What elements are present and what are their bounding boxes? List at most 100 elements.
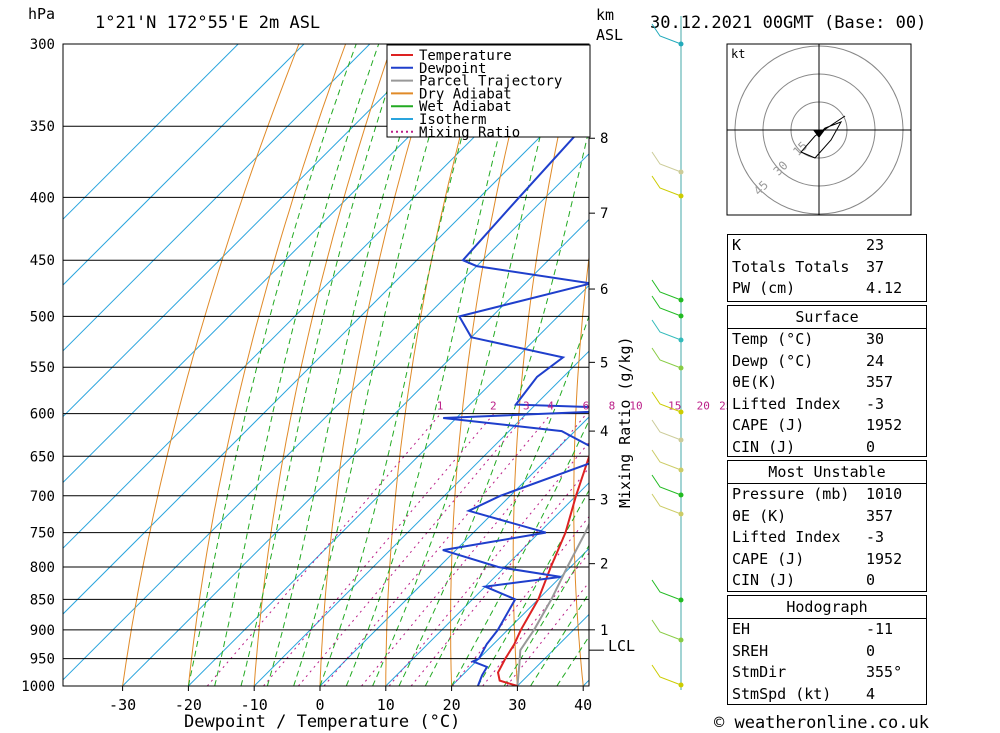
- mu-cape-value: 1952: [866, 549, 903, 568]
- wet-adiabat-line: [266, 44, 429, 686]
- pressure-tick-label: 1000: [21, 679, 55, 695]
- temp-tick-label: 40: [574, 696, 592, 714]
- dry-adiabat-line: [122, 44, 300, 686]
- stmdir-label: StmDir: [732, 663, 787, 681]
- mixing-ratio-line: [452, 515, 589, 686]
- km-tick-label: 1: [600, 623, 608, 639]
- temp-tick-label: -10: [241, 696, 268, 714]
- mixing-ratio-label: 3: [523, 400, 530, 413]
- mixing-ratio-line: [323, 413, 552, 686]
- most-unstable-table: Most Unstable Pressure (mb) 1010 θE (K) 35…: [727, 460, 927, 592]
- km-tick-label: 7: [600, 206, 608, 222]
- isotherm-line: [385, 482, 589, 686]
- surface-dewp-label: Dewp (°C): [732, 351, 814, 370]
- surface-li-label: Lifted Index: [732, 394, 841, 413]
- surface-table: Surface Temp (°C) 30 Dewp (°C) 24 θE(K) 357…: [727, 305, 927, 457]
- lcl-label: LCL: [608, 637, 635, 655]
- isotherm-line: [451, 547, 589, 686]
- wind-barb: [651, 151, 682, 173]
- isotherm-line: [319, 416, 589, 686]
- wet-adiabat-line: [451, 419, 589, 686]
- isotherm-line: [122, 218, 589, 686]
- mixing-ratio-label: 6: [583, 400, 590, 413]
- pw-label: PW (cm): [732, 279, 796, 297]
- legend-label: Parcel Trajectory: [419, 74, 562, 90]
- temp-tick-label: 10: [377, 696, 395, 714]
- wind-barb: [651, 474, 682, 496]
- isotherm-line: [63, 44, 371, 352]
- mu-li-value: -3: [866, 528, 885, 546]
- isotherm-line: [63, 44, 436, 418]
- legend-label: Isotherm: [419, 112, 486, 128]
- wind-barb: [651, 449, 682, 471]
- wind-barb-column: [651, 16, 684, 690]
- mu-li-label: Lifted Index: [732, 528, 841, 546]
- legend-label: Temperature: [419, 48, 512, 64]
- wet-adiabat-line: [319, 44, 489, 686]
- pressure-tick-label: 750: [30, 526, 55, 542]
- temperature-line: [496, 453, 589, 686]
- wet-adiabat-line: [187, 44, 357, 686]
- wind-barb: [651, 664, 682, 686]
- hodograph-unit: kt: [731, 47, 745, 61]
- pressure-tick-label: 950: [30, 652, 55, 668]
- k-label: K: [732, 236, 742, 254]
- mu-cin-value: 0: [866, 571, 876, 589]
- indices-table: K 23 Totals Totals 37 PW (cm) 4.12: [727, 234, 927, 302]
- pressure-tick-label: 900: [30, 623, 55, 639]
- plot-frame: [62, 43, 590, 687]
- pressure-tick-label: 600: [30, 407, 55, 423]
- sreh-label: SREH: [732, 641, 769, 660]
- eh-label: EH: [732, 620, 751, 638]
- wind-barb: [651, 295, 682, 317]
- most-unstable-title: Most Unstable: [728, 461, 926, 484]
- pressure-tick-label: 550: [30, 360, 55, 376]
- location-title: 1°21'N 172°55'E 2m ASL: [95, 13, 320, 33]
- dry-adiabat-line: [689, 44, 719, 686]
- km-unit: km: [596, 6, 614, 24]
- dry-adiabat-line: [512, 44, 580, 686]
- mu-thetae-value: 357: [866, 506, 894, 525]
- surface-li-value: -3: [866, 394, 885, 413]
- dry-adiabat-line: [632, 44, 672, 686]
- wind-barb: [651, 175, 682, 197]
- wind-barb: [651, 319, 682, 341]
- surface-temp-label: Temp (°C): [732, 330, 814, 348]
- wind-barb: [651, 493, 682, 515]
- mu-pressure-value: 1010: [866, 485, 903, 503]
- credit-text: © weatheronline.co.uk: [714, 713, 929, 733]
- dry-adiabat-line: [950, 44, 1000, 686]
- k-value: 23: [866, 236, 885, 254]
- km-tick-label: 2: [600, 557, 608, 573]
- legend-label: Dewpoint: [419, 61, 486, 77]
- pressure-tick-label: 400: [30, 190, 55, 206]
- km-tick-label: 6: [600, 282, 608, 298]
- stmspd-label: StmSpd (kt): [732, 684, 832, 703]
- surface-thetae-value: 357: [866, 373, 894, 391]
- isotherm-line: [63, 44, 502, 484]
- isotherm-line: [63, 153, 589, 681]
- mixing-ratio-label: 20: [697, 400, 710, 413]
- isotherm-line: [63, 87, 589, 615]
- storm-motion-marker: [813, 130, 825, 138]
- mixing-ratio-label: 10: [629, 400, 642, 413]
- mixing-ratio-line: [263, 413, 495, 686]
- wind-barb: [651, 579, 682, 601]
- legend-label: Wet Adiabat: [419, 99, 512, 115]
- pressure-tick-label: 650: [30, 449, 55, 465]
- temp-tick-label: 20: [443, 696, 461, 714]
- mixing-ratio-label: 2: [490, 400, 497, 413]
- wind-barb: [651, 347, 682, 369]
- temp-tick-label: -30: [109, 696, 136, 714]
- wind-barb: [651, 391, 682, 413]
- wind-barb: [651, 279, 682, 301]
- isotherm-line: [63, 44, 239, 220]
- mixing-ratio-line: [361, 413, 587, 686]
- stmspd-value: 4: [866, 684, 876, 703]
- surface-thetae-label: θE(K): [732, 373, 778, 391]
- stmdir-value: 355°: [866, 663, 903, 681]
- dewpoint-line: [442, 115, 589, 686]
